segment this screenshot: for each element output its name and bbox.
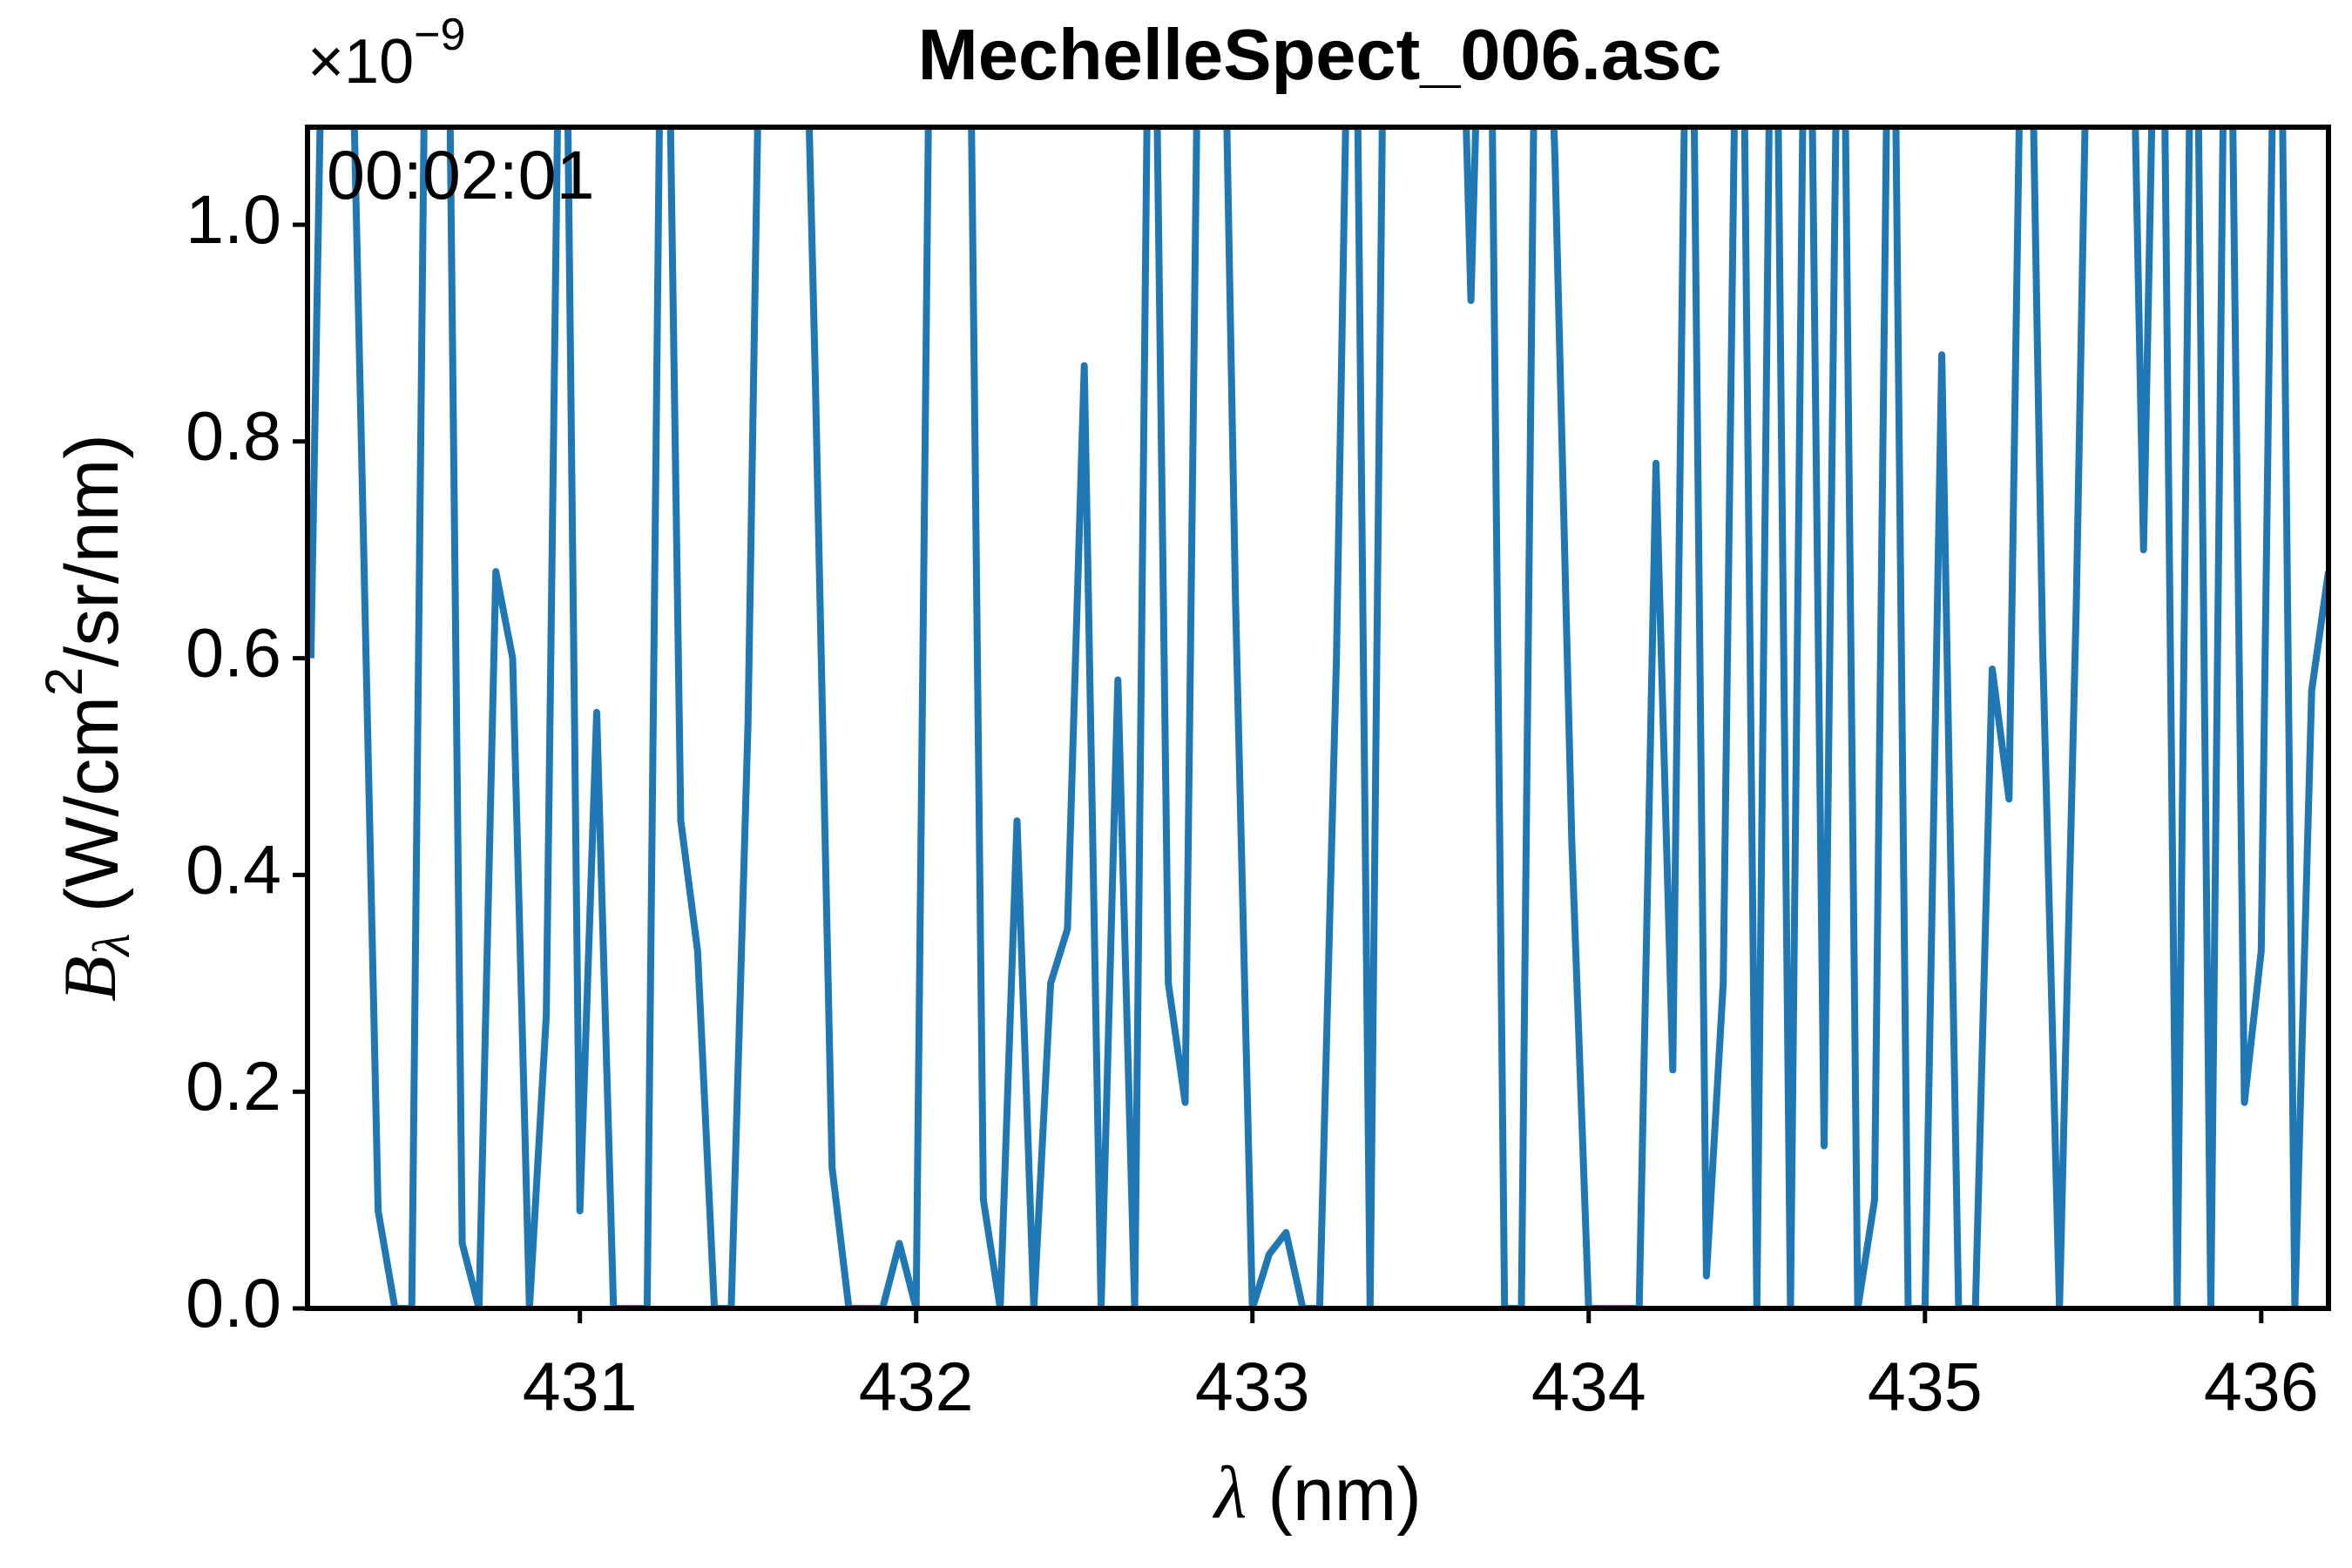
axes-frame <box>305 125 2331 1311</box>
chart-title: MechelleSpect_006.asc <box>918 14 1722 95</box>
y-label-unit-rest: /sr/nm) <box>51 434 134 667</box>
plot-area <box>308 127 2328 1308</box>
x-tick-label: 435 <box>1868 1348 1983 1425</box>
y-label-superscript: 2 <box>35 667 93 696</box>
x-label-symbol: λ <box>1212 1450 1247 1534</box>
y-tick-label: 0.6 <box>186 613 281 691</box>
y-label-subscript: λ <box>83 933 140 957</box>
y-tick-label: 0.0 <box>186 1264 281 1342</box>
x-axis-label: λ (nm) <box>1212 1450 1422 1537</box>
y-tick-label: 0.2 <box>186 1047 281 1125</box>
offset-base: ×10 <box>308 27 414 97</box>
offset-text: ×10−9 <box>308 10 465 97</box>
x-label-unit: (nm) <box>1247 1453 1422 1537</box>
y-axis-label: Bλ (W/cm2/sr/nm) <box>35 434 140 1002</box>
x-tick-label: 432 <box>859 1348 974 1425</box>
x-tick-label: 433 <box>1195 1348 1310 1425</box>
y-label-symbol: B <box>48 956 132 1002</box>
y-tick-label: 1.0 <box>186 180 281 258</box>
x-tick-label: 434 <box>1531 1348 1646 1425</box>
offset-exponent: −9 <box>414 10 465 60</box>
y-label-unit: (W/cm <box>51 696 134 933</box>
x-tick-label: 436 <box>2204 1348 2319 1425</box>
x-tick-label: 431 <box>523 1348 638 1425</box>
y-tick-label: 0.8 <box>186 397 281 475</box>
y-tick-label: 0.4 <box>186 830 281 908</box>
spectrum-line <box>308 127 2328 1308</box>
annotation: 00:02:01 <box>327 136 595 213</box>
